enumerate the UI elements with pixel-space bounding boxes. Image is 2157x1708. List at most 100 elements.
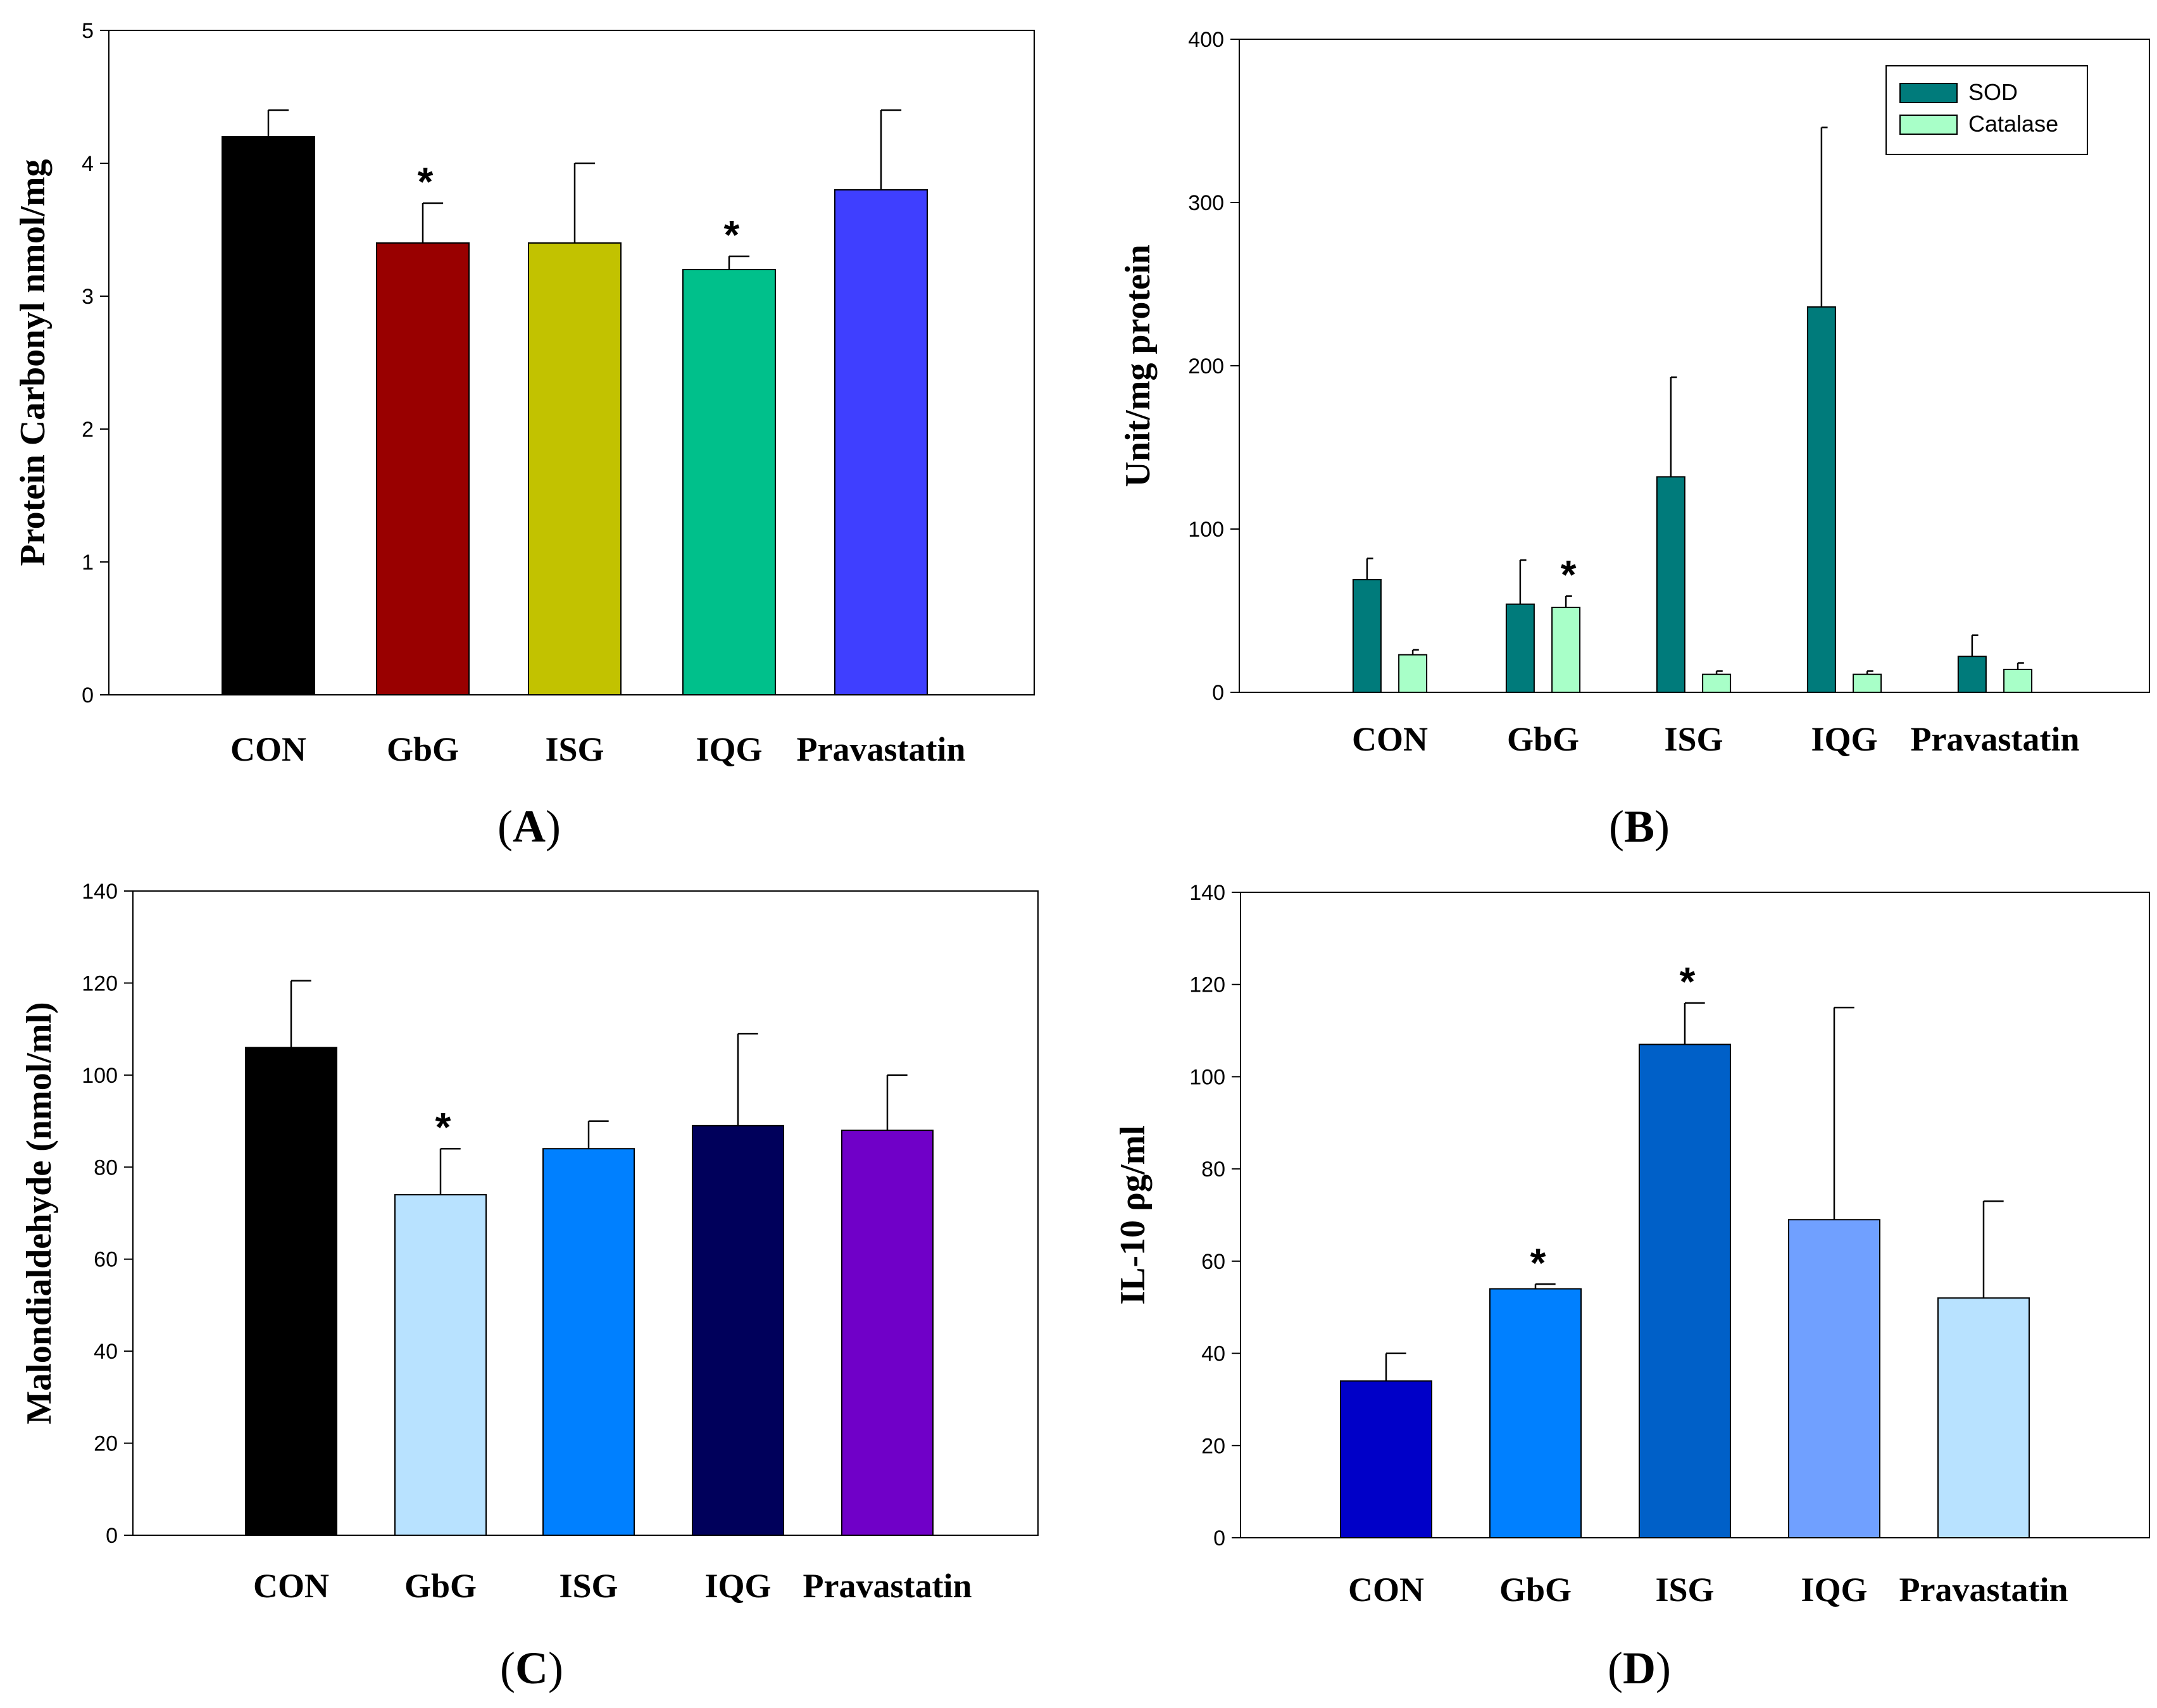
y-tick-label: 20: [1201, 1434, 1225, 1458]
significance-star: *: [1561, 552, 1577, 597]
bar: [376, 242, 470, 695]
panel-label-paren: (: [497, 801, 513, 852]
bar: [542, 1148, 635, 1536]
y-tick-label: 3: [82, 285, 94, 309]
significance-star: *: [1530, 1240, 1546, 1285]
y-tick-label: 0: [82, 683, 94, 708]
significance-star: *: [418, 159, 434, 204]
y-tick-label: 1: [82, 551, 94, 575]
bar: [245, 1047, 337, 1536]
category-label: Pravastatin: [1911, 720, 2080, 758]
y-tick-label: 120: [1189, 973, 1225, 997]
y-tick-label: 40: [94, 1340, 118, 1364]
category-label: GbG: [1499, 1571, 1572, 1609]
legend-label-catalase: Catalase: [1968, 111, 2058, 137]
y-tick-label: 140: [82, 880, 118, 904]
significance-star: *: [1680, 959, 1696, 1004]
bar-catalase: [1702, 673, 1732, 693]
panel-d: 0 20 40 60 80 100 120 140 IL-10 ρg/ml CON GbG ISG IQ…: [1113, 881, 2150, 1693]
panel-label-letter: D: [1623, 1643, 1656, 1693]
y-tick-label: 100: [1189, 1065, 1225, 1089]
category-label: CON: [253, 1567, 329, 1605]
y-tick-label: 4: [82, 152, 94, 176]
bar: [692, 1125, 784, 1537]
panel-a: 0 1 2 3 4 5 Protein Carbonyl nmol/mg CON GbG ISG I…: [13, 19, 1035, 852]
y-tick-label: 120: [82, 971, 118, 995]
category-label: IQG: [696, 730, 762, 768]
y-tick-label: 100: [1188, 518, 1224, 542]
y-tick-label: 140: [1189, 881, 1225, 905]
bar-catalase: [2003, 668, 2033, 694]
y-tick-label: 400: [1188, 28, 1224, 52]
legend-swatch-catalase: [1899, 115, 1958, 135]
category-label: CON: [230, 730, 306, 768]
bar-catalase: [1398, 654, 1428, 694]
bar: [1340, 1380, 1432, 1538]
panel-label-letter: B: [1624, 801, 1654, 852]
bar-catalase: [1853, 673, 1882, 693]
legend-box: [1885, 65, 2088, 155]
y-axis-label: IL-10 ρg/ml: [1113, 1125, 1153, 1305]
bar-sod: [1957, 656, 1987, 693]
y-tick-label: 40: [1201, 1342, 1225, 1366]
category-label: CON: [1348, 1571, 1424, 1609]
panel-label-paren: ): [546, 801, 561, 852]
y-tick-label: 100: [82, 1064, 118, 1088]
bar-sod: [1806, 306, 1836, 693]
category-label: Pravastatin: [797, 730, 966, 768]
y-tick-label: 5: [82, 19, 94, 43]
bar-sod: [1656, 476, 1685, 693]
bar: [841, 1130, 934, 1536]
category-label: IQG: [1811, 720, 1877, 758]
y-tick-label: 0: [1213, 1526, 1225, 1550]
category-label: GbG: [387, 730, 459, 768]
panel-label-paren: ): [1654, 801, 1670, 852]
category-label: IQG: [704, 1567, 771, 1605]
panel-label-letter: C: [515, 1643, 548, 1693]
bar-catalase: [1551, 606, 1581, 694]
y-tick-label: 60: [94, 1248, 118, 1272]
bar: [1788, 1219, 1880, 1539]
bar-sod: [1505, 603, 1535, 693]
panel-label-letter: A: [513, 801, 546, 852]
category-label: CON: [1352, 720, 1428, 758]
category-label: Pravastatin: [803, 1567, 972, 1605]
significance-star: *: [435, 1104, 451, 1150]
panel-b: 0 100 200 300 400 Unit/mg protein CON GbG ISG IQG…: [1118, 28, 2150, 852]
panel-label: (A): [497, 801, 561, 852]
y-tick-label: 60: [1201, 1250, 1225, 1274]
bar: [528, 242, 622, 695]
category-label: ISG: [1664, 720, 1723, 758]
bar-sod: [1352, 578, 1382, 693]
panel-label: (C): [500, 1643, 563, 1693]
category-label: ISG: [545, 730, 604, 768]
category-label: ISG: [1655, 1571, 1714, 1609]
panel-label-paren: ): [1656, 1643, 1671, 1693]
bar: [394, 1194, 487, 1536]
y-tick-label: 80: [94, 1156, 118, 1180]
category-label: IQG: [1801, 1571, 1867, 1609]
y-tick-label: 80: [1201, 1157, 1225, 1181]
bar: [682, 269, 776, 695]
bar: [1489, 1288, 1582, 1538]
legend-swatch-sod: [1899, 83, 1958, 103]
significance-star: *: [724, 212, 740, 258]
y-axis-label: Malondialdehyde (nmol/ml): [20, 1002, 59, 1424]
panel-label-paren: ): [548, 1643, 563, 1693]
panel-label: (D): [1608, 1643, 1671, 1693]
panel-label-paren: (: [1608, 1643, 1623, 1693]
category-label: GbG: [1507, 720, 1579, 758]
panel-label-paren: (: [500, 1643, 515, 1693]
y-tick-label: 2: [82, 418, 94, 442]
y-tick-label: 0: [106, 1524, 118, 1548]
category-label: ISG: [559, 1567, 618, 1605]
panel-c: 0 20 40 60 80 100 120 140 Malondialdehyde (nmol/…: [20, 880, 1039, 1693]
category-label: GbG: [404, 1567, 477, 1605]
panel-label: (B): [1609, 801, 1670, 852]
y-axis-label: Unit/mg protein: [1118, 244, 1158, 487]
bar: [222, 136, 315, 695]
y-axis-label: Protein Carbonyl nmol/mg: [13, 159, 53, 566]
y-tick-label: 0: [1212, 681, 1224, 705]
legend: SOD Catalase: [1885, 65, 2088, 155]
